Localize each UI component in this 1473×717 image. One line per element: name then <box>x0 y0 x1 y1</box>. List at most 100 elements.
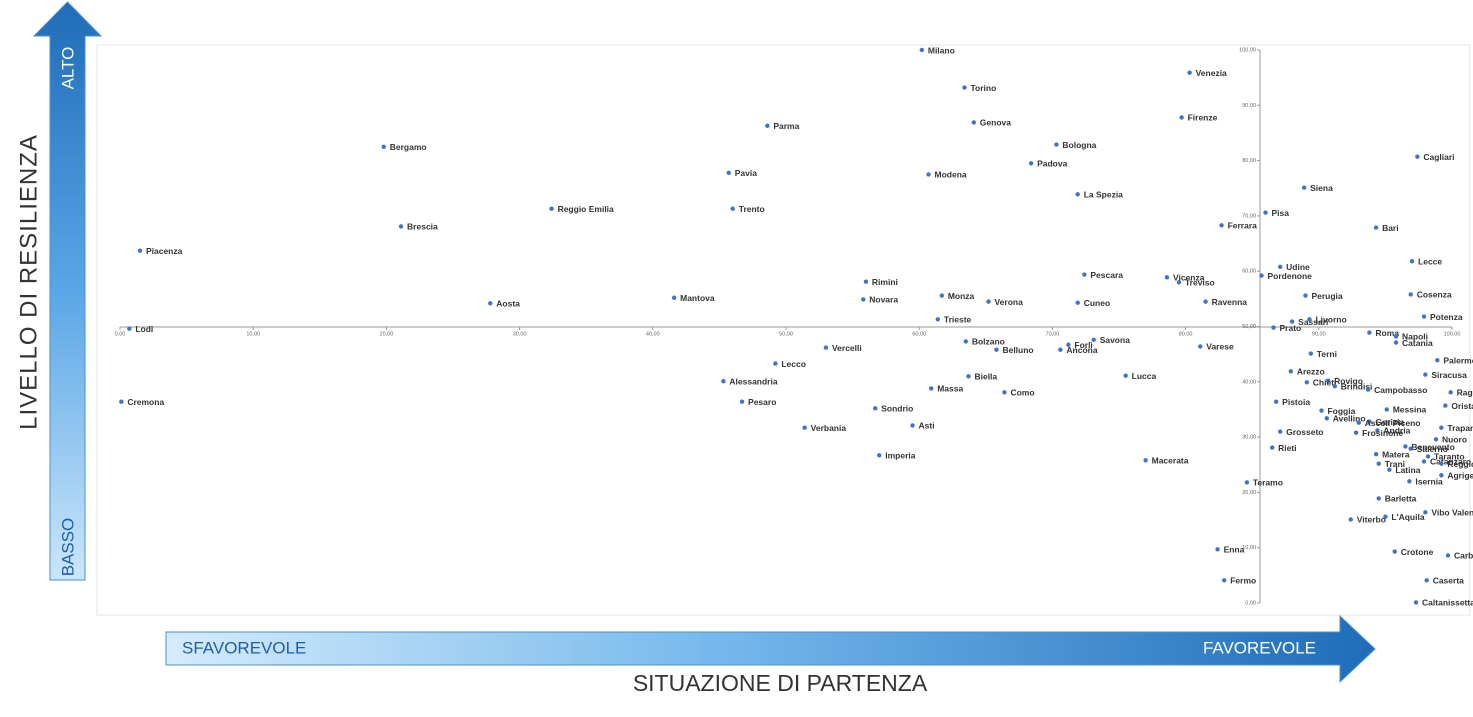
point <box>1392 549 1397 554</box>
y-tick-label: 80,00 <box>1242 158 1256 164</box>
point <box>1384 407 1389 412</box>
point <box>910 423 915 428</box>
point-label: Cagliari <box>1423 152 1454 162</box>
point <box>1319 408 1324 413</box>
point-label: Livorno <box>1315 315 1346 325</box>
point-label: Carbonia <box>1454 551 1473 561</box>
point <box>1123 373 1128 378</box>
point <box>1215 547 1220 552</box>
point-label: Pisa <box>1272 208 1290 218</box>
point-label: Udine <box>1286 262 1310 272</box>
point <box>935 317 941 322</box>
point-label: Campobasso <box>1374 385 1427 395</box>
point-label: Palermo <box>1443 355 1473 365</box>
point <box>1143 458 1148 463</box>
point <box>730 206 735 211</box>
point <box>802 425 807 430</box>
point-label: Gorizia <box>1375 417 1404 427</box>
point <box>398 224 404 229</box>
point <box>765 123 770 128</box>
point-label: Monza <box>948 291 975 301</box>
x-tick-label: 60,00 <box>912 331 926 337</box>
point <box>1383 514 1388 519</box>
point <box>919 47 925 53</box>
point-label: Milano <box>928 45 955 55</box>
point <box>1408 292 1413 297</box>
point-label: Ragusa <box>1457 388 1473 398</box>
point <box>1176 280 1182 285</box>
point <box>1435 358 1440 363</box>
point-label: Terni <box>1317 349 1337 359</box>
point-label: Perugia <box>1311 291 1342 301</box>
point <box>1263 210 1268 215</box>
point-label: Trieste <box>944 315 972 325</box>
point-label: Bergamo <box>390 142 427 152</box>
point <box>1448 390 1453 395</box>
y-high-label: ALTO <box>58 47 77 90</box>
point <box>1179 115 1184 120</box>
y-axis-title: LIVELLO DI RESILIENZA <box>15 134 42 430</box>
point-label: Vibo Valentia <box>1431 508 1473 518</box>
point-label: Caltanissetta <box>1422 598 1473 608</box>
point <box>1288 369 1294 374</box>
point <box>739 399 745 404</box>
y-tick-label: 90,00 <box>1242 103 1256 109</box>
x-high-label: FAVOREVOLE <box>1203 638 1316 657</box>
point <box>1301 185 1307 190</box>
point <box>1443 403 1448 408</box>
point <box>1058 347 1063 352</box>
point <box>1332 384 1337 389</box>
point-label: Siena <box>1310 183 1333 193</box>
point <box>1075 300 1080 305</box>
point <box>823 345 829 350</box>
point <box>119 399 124 404</box>
point <box>1075 192 1080 197</box>
point-label: Frosinone <box>1362 428 1403 438</box>
point <box>1413 600 1419 605</box>
point-label: Piacenza <box>146 246 183 256</box>
point-label: Caserta <box>1433 576 1464 586</box>
point <box>1439 425 1444 430</box>
point-label: Modena <box>935 170 967 180</box>
point-label: Brindisi <box>1341 381 1373 391</box>
point-label: Napoli <box>1402 332 1428 342</box>
point-label: Andria <box>1383 426 1410 436</box>
point <box>873 406 878 411</box>
point-label: Varese <box>1206 342 1234 352</box>
point <box>1409 259 1415 264</box>
point-label: Sassari <box>1298 317 1328 327</box>
point-label: L'Aquila <box>1391 512 1424 522</box>
point-label: Vercelli <box>832 343 862 353</box>
point-label: Como <box>1010 388 1034 398</box>
point-label: Ascoli Piceno <box>1365 418 1421 428</box>
point <box>962 85 967 90</box>
point-label: Grosseto <box>1286 427 1323 437</box>
point-label: Torino <box>970 83 996 93</box>
point-label: Rovigo <box>1334 376 1363 386</box>
x-low-label: SFAVOREVOLE <box>182 638 306 657</box>
point <box>1028 161 1034 166</box>
point-label: Belluno <box>1002 345 1033 355</box>
point <box>1373 225 1379 230</box>
point <box>1353 430 1359 435</box>
x-tick-label: 90,00 <box>1312 331 1326 337</box>
point-label: Reggio Emilia <box>558 204 614 214</box>
point <box>721 379 726 384</box>
point <box>137 248 143 253</box>
point <box>1423 372 1428 377</box>
point <box>1244 480 1250 485</box>
point-label: Salerno <box>1417 444 1448 454</box>
x-tick-label: 80,00 <box>1179 331 1193 337</box>
point <box>1325 378 1331 383</box>
point <box>1187 70 1192 75</box>
point-label: Padova <box>1037 159 1068 169</box>
y-low-label: BASSO <box>58 518 77 577</box>
point-label: La Spezia <box>1084 190 1123 200</box>
point <box>488 301 493 306</box>
point-label: Cremona <box>127 397 164 407</box>
point-label: Venezia <box>1196 68 1227 78</box>
point-label: Massa <box>937 384 963 394</box>
plot-frame <box>96 44 1471 616</box>
point <box>1373 452 1379 457</box>
